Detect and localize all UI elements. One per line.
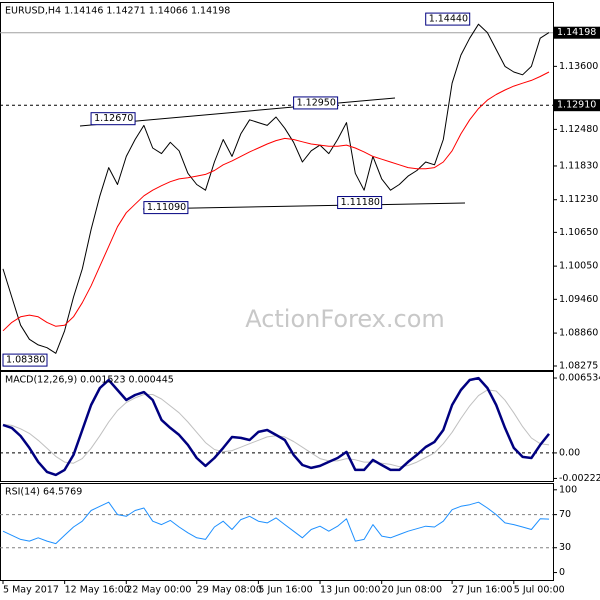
panel-title: RSI(14) 64.5769 (5, 487, 82, 498)
panel-frame (0, 2, 554, 371)
panel-frame (0, 371, 554, 482)
annotation-label: 1.12670 (94, 113, 133, 124)
price-label-box (554, 26, 600, 39)
series-line (2, 23, 550, 354)
y-tick-label: 30 (559, 542, 571, 553)
x-tick-label: 22 May 00:00 (126, 585, 191, 596)
annotation-label: 1.14440 (429, 14, 468, 25)
y-tick-label: -0.002226 (559, 473, 600, 484)
y-tick-label: 1.08275 (559, 361, 598, 372)
panel-title: MACD(12,26,9) 0.001523 0.000445 (5, 375, 174, 386)
x-tick-label: 27 Jun 16:00 (452, 585, 512, 596)
y-tick-label: 1.09460 (559, 294, 598, 305)
price-label-box (554, 99, 600, 112)
annotation-box (425, 12, 471, 26)
annotation-box (143, 201, 189, 215)
annotation-box (2, 353, 48, 367)
y-tick-label: 1.10050 (559, 261, 598, 272)
series-line (2, 501, 550, 545)
annotation-box (90, 112, 136, 126)
y-tick-label: 0 (559, 567, 565, 578)
y-tick-label: 1.11230 (559, 194, 598, 205)
price-label: 1.12910 (557, 100, 596, 111)
trendline (142, 202, 466, 210)
y-tick-label: 1.08860 (559, 328, 598, 339)
annotation-label: 1.11090 (147, 202, 186, 213)
price-label: 1.14198 (557, 27, 596, 38)
panel-frame (0, 483, 554, 581)
annotation-box (337, 196, 383, 210)
x-tick-label: 5 May 2017 (3, 585, 59, 596)
y-tick-label: 0.006534 (559, 373, 600, 384)
annotation-label: 1.08380 (6, 355, 45, 366)
y-tick-label: 1.10650 (559, 227, 598, 238)
x-tick-label: 12 May 16:00 (65, 585, 130, 596)
annotation-label: 1.12950 (297, 97, 336, 108)
x-tick-label: 5 Jul 00:00 (514, 585, 565, 596)
annotation-box (293, 96, 339, 110)
x-tick-label: 13 Jun 00:00 (320, 585, 380, 596)
y-tick-label: 70 (559, 509, 571, 520)
watermark: ActionForex.com (245, 305, 445, 333)
x-tick-label: 20 Jun 08:00 (382, 585, 442, 596)
y-tick-label: 1.11830 (559, 160, 598, 171)
x-tick-label: 29 May 08:00 (197, 585, 262, 596)
series-line (2, 376, 550, 477)
y-tick-label: 100 (559, 484, 577, 495)
y-tick-label: 0.00 (559, 447, 580, 458)
series-line (2, 71, 550, 332)
annotation-label: 1.11180 (341, 197, 380, 208)
y-tick-label: 1.13600 (559, 61, 598, 72)
x-tick-label: 5 Jun 16:00 (258, 585, 312, 596)
y-tick-label: 1.12480 (559, 124, 598, 135)
panel-title: EURUSD,H4 1.14146 1.14271 1.14066 1.1419… (5, 6, 230, 17)
